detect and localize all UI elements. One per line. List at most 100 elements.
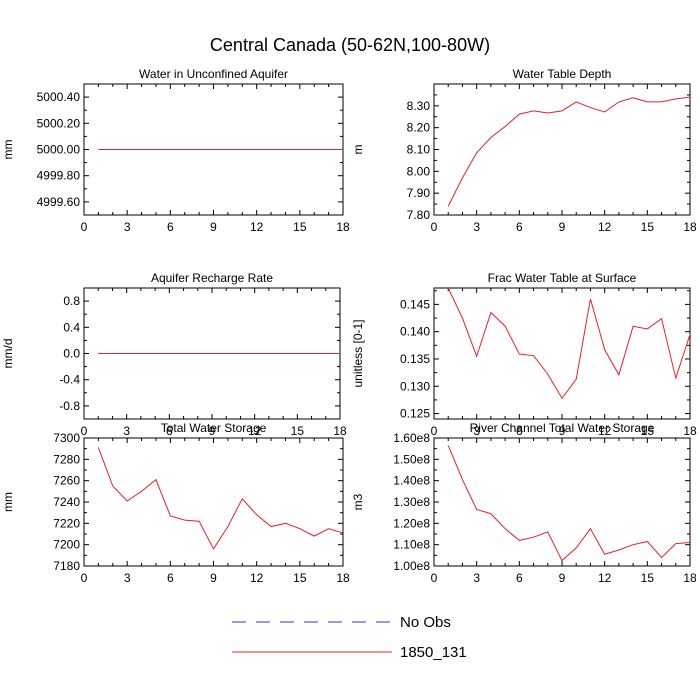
y-tick-label: 4999.60 bbox=[37, 195, 81, 209]
y-tick-label: 7260 bbox=[53, 474, 80, 488]
y-tick-label: 1.60e8 bbox=[393, 431, 430, 445]
x-tick-label: 18 bbox=[336, 220, 350, 234]
x-tick-label: 6 bbox=[167, 220, 174, 234]
y-axis-label: m bbox=[351, 145, 365, 155]
x-tick-label: 18 bbox=[683, 571, 697, 585]
y-tick-label: 8.10 bbox=[407, 143, 431, 157]
y-tick-label: 0.145 bbox=[400, 297, 430, 311]
y-tick-label: 0.135 bbox=[400, 352, 430, 366]
y-tick-label: 7.90 bbox=[407, 186, 431, 200]
x-tick-label: 15 bbox=[293, 571, 307, 585]
legend-label-no-obs: No Obs bbox=[400, 614, 451, 631]
panel-title: Frac Water Table at Surface bbox=[488, 271, 637, 285]
panel-title: River Channel Total Water Storage bbox=[470, 421, 655, 435]
series-line-1850-131 bbox=[447, 445, 691, 562]
series-line-1850-131 bbox=[447, 96, 691, 207]
x-tick-label: 15 bbox=[641, 571, 655, 585]
y-tick-label: 7200 bbox=[53, 538, 80, 552]
plot-frame bbox=[433, 287, 691, 420]
x-tick-label: 9 bbox=[209, 424, 216, 438]
y-tick-label: 1.10e8 bbox=[393, 538, 430, 552]
panel-frac-water-table-at-surface: Frac Water Table at Surface unitless [0-1… bbox=[351, 271, 697, 438]
y-tick-label: 7180 bbox=[53, 559, 80, 573]
legend-label-1850-131: 1850_131 bbox=[400, 644, 467, 661]
plot-frame bbox=[83, 437, 344, 567]
panel-title: Total Water Storage bbox=[161, 421, 267, 435]
x-tick-label: 0 bbox=[81, 424, 88, 438]
y-tick-label: 1.40e8 bbox=[393, 474, 430, 488]
x-tick-label: 12 bbox=[598, 424, 612, 438]
x-tick-label: 12 bbox=[250, 571, 264, 585]
y-tick-label: 7300 bbox=[53, 431, 80, 445]
y-tick-label: 1.00e8 bbox=[393, 559, 430, 573]
x-tick-label: 15 bbox=[293, 220, 307, 234]
panel-water-table-depth: Water Table Depth m 0 3 6 9 12 15 18 7.80 7.90 8.00… bbox=[351, 67, 697, 234]
legend-item-1850-131: 1850_131 bbox=[232, 644, 467, 661]
x-tick-label: 6 bbox=[167, 571, 174, 585]
y-tick-label: 0.125 bbox=[400, 407, 430, 421]
x-tick-label: 18 bbox=[333, 424, 347, 438]
x-tick-label: 3 bbox=[473, 220, 480, 234]
x-tick-label: 9 bbox=[210, 571, 217, 585]
panel-title: Water Table Depth bbox=[513, 67, 612, 81]
y-tick-label: 0.130 bbox=[400, 379, 430, 393]
y-tick-label: 1.50e8 bbox=[393, 452, 430, 466]
x-tick-label: 15 bbox=[641, 220, 655, 234]
x-tick-label: 3 bbox=[123, 424, 130, 438]
x-tick-label: 0 bbox=[431, 424, 438, 438]
legend-item-no-obs: No Obs bbox=[232, 614, 451, 631]
y-tick-label: 1.20e8 bbox=[393, 516, 430, 530]
figure-title: Central Canada (50-62N,100-80W) bbox=[210, 35, 490, 55]
x-tick-label: 3 bbox=[473, 424, 480, 438]
y-tick-label: 8.00 bbox=[407, 164, 431, 178]
y-tick-label: 5000.20 bbox=[37, 116, 81, 130]
y-axis-label: unitless [0-1] bbox=[351, 319, 365, 387]
x-tick-label: 6 bbox=[516, 220, 523, 234]
y-tick-label: 1.30e8 bbox=[393, 495, 430, 509]
panel-aquifer-recharge-rate: Aquifer Recharge Rate mm/d 0 3 6 9 12 15 18 -0.8 -… bbox=[1, 271, 347, 438]
x-tick-label: 0 bbox=[431, 571, 438, 585]
x-tick-label: 12 bbox=[598, 220, 612, 234]
y-tick-label: -0.8 bbox=[59, 399, 80, 413]
x-tick-label: 3 bbox=[473, 571, 480, 585]
plot-frame bbox=[433, 83, 691, 216]
x-tick-label: 18 bbox=[683, 424, 697, 438]
x-tick-label: 0 bbox=[81, 571, 88, 585]
x-tick-label: 0 bbox=[81, 220, 88, 234]
y-tick-label: 7.80 bbox=[407, 208, 431, 222]
x-tick-label: 6 bbox=[516, 424, 523, 438]
x-tick-label: 12 bbox=[250, 220, 264, 234]
y-tick-label: 8.30 bbox=[407, 99, 431, 113]
panel-title: Water in Unconfined Aquifer bbox=[139, 67, 288, 81]
y-tick-label: 8.20 bbox=[407, 121, 431, 135]
y-tick-label: 0.4 bbox=[63, 320, 80, 334]
x-tick-label: 3 bbox=[124, 220, 131, 234]
y-axis-label: mm bbox=[1, 140, 15, 160]
x-tick-label: 6 bbox=[516, 571, 523, 585]
y-tick-label: 7220 bbox=[53, 516, 80, 530]
x-tick-label: 6 bbox=[166, 424, 173, 438]
panel-total-water-storage: Total Water Storage mm 0 3 6 9 12 15 18 7180 7200 7… bbox=[1, 421, 350, 585]
y-tick-label: 0.8 bbox=[63, 294, 80, 308]
x-tick-label: 0 bbox=[431, 220, 438, 234]
series-line-1850-131 bbox=[447, 287, 691, 400]
series-line-1850-131 bbox=[97, 447, 344, 550]
panel-title: Aquifer Recharge Rate bbox=[151, 271, 273, 285]
legend: No Obs 1850_131 bbox=[232, 614, 467, 661]
y-axis-label: mm/d bbox=[1, 339, 15, 369]
x-tick-label: 3 bbox=[124, 571, 131, 585]
x-tick-label: 12 bbox=[248, 424, 262, 438]
x-tick-label: 15 bbox=[291, 424, 305, 438]
y-tick-label: 5000.40 bbox=[37, 90, 81, 104]
y-tick-label: 5000.00 bbox=[37, 143, 81, 157]
y-tick-label: 0.140 bbox=[400, 325, 430, 339]
x-tick-label: 9 bbox=[559, 424, 566, 438]
y-tick-label: -0.4 bbox=[59, 373, 80, 387]
x-tick-label: 9 bbox=[559, 571, 566, 585]
x-tick-label: 18 bbox=[683, 220, 697, 234]
y-tick-label: 0.0 bbox=[63, 347, 80, 361]
x-tick-label: 9 bbox=[559, 220, 566, 234]
x-tick-label: 15 bbox=[641, 424, 655, 438]
x-tick-label: 18 bbox=[336, 571, 350, 585]
